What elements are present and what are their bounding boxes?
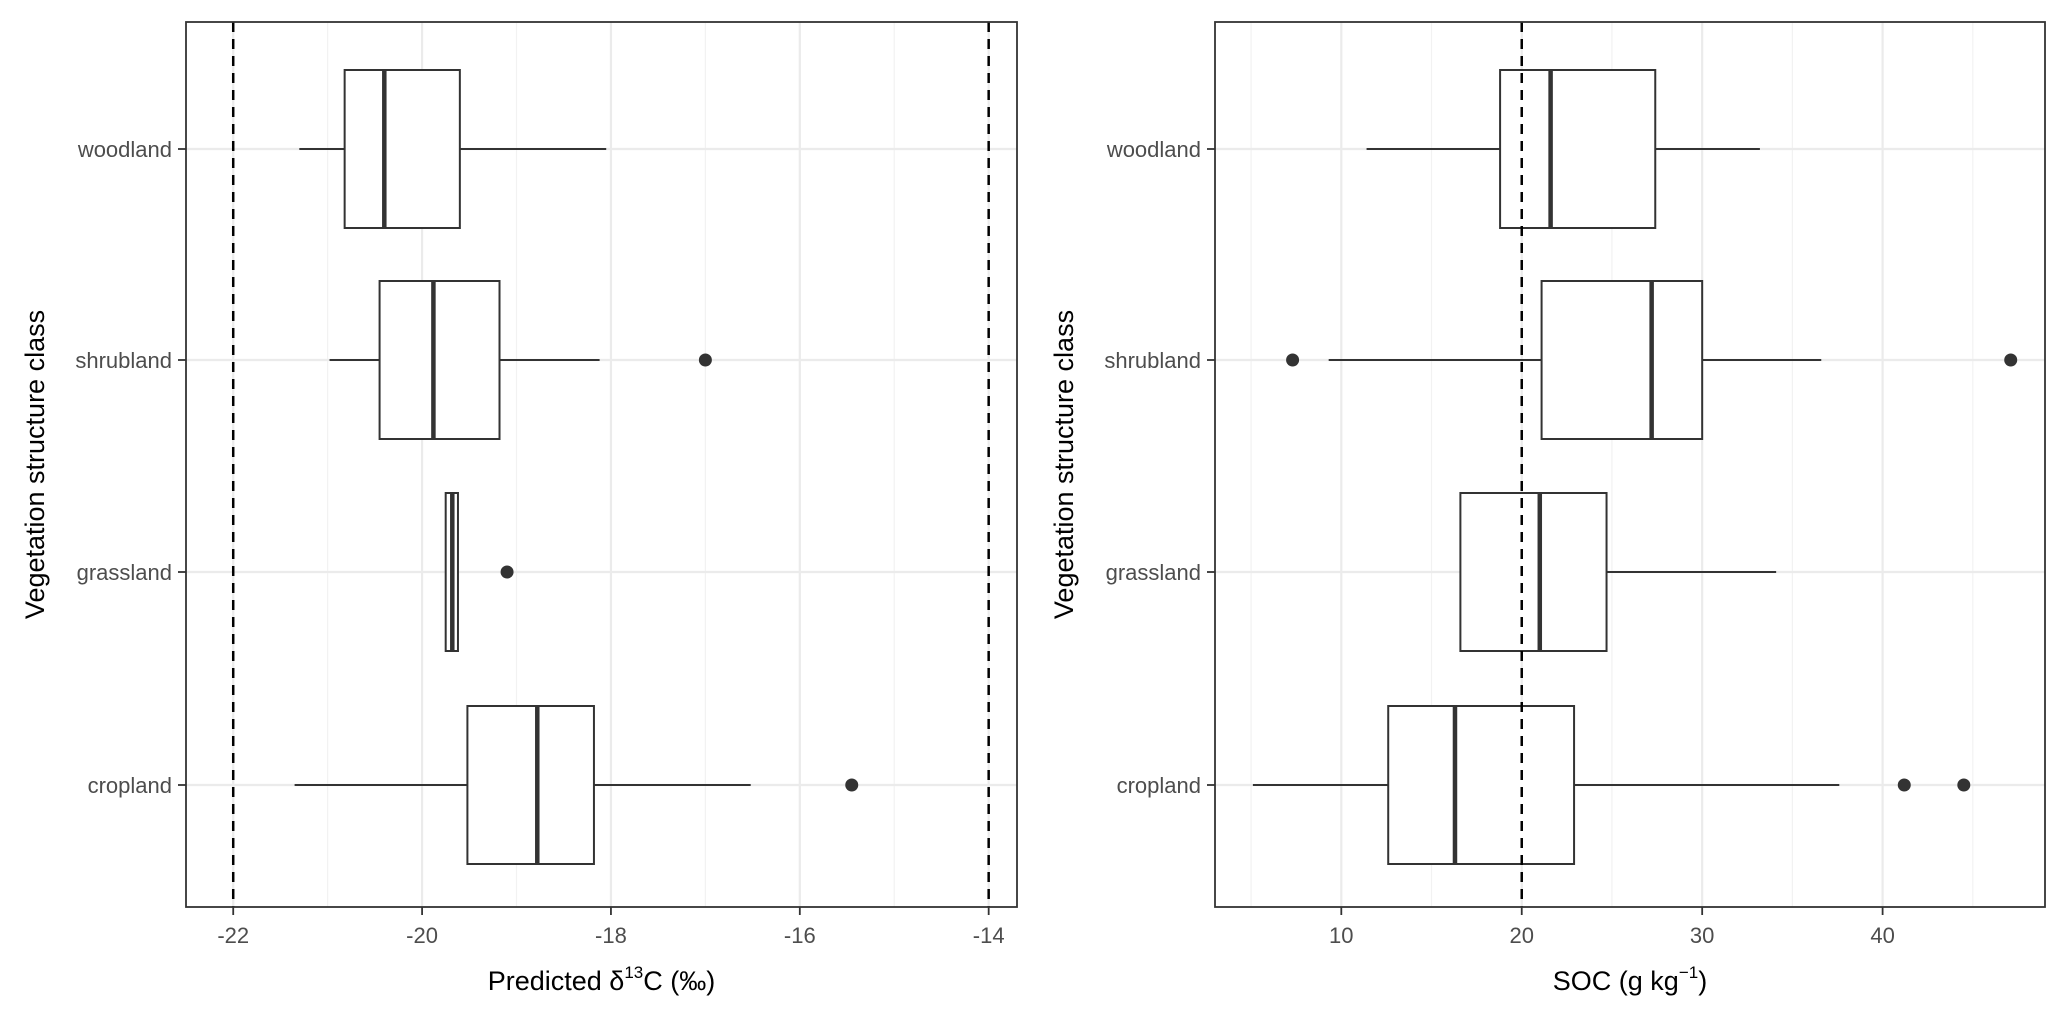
panel-border	[185, 21, 1018, 908]
box-grassland	[444, 492, 514, 652]
box-shrubland	[1286, 280, 2018, 440]
x-tick-label: -20	[406, 923, 438, 948]
box-woodland	[299, 69, 607, 229]
outlier-point	[1897, 778, 1911, 792]
outlier-point	[1286, 353, 1300, 367]
x-tick-label: 40	[1870, 923, 1894, 948]
box-woodland	[1366, 69, 1760, 229]
iqr-box	[1387, 705, 1576, 865]
y-tick-label-grassland: grassland	[1106, 560, 1201, 585]
iqr-box	[1499, 69, 1657, 229]
box-shrubland	[329, 280, 712, 440]
y-tick-label-shrubland: shrubland	[75, 348, 172, 373]
outlier-point	[1957, 778, 1971, 792]
y-tick-label-grassland: grassland	[77, 560, 172, 585]
outlier-point	[698, 353, 712, 367]
y-tick-label-cropland: cropland	[88, 773, 172, 798]
box-cropland	[294, 705, 859, 865]
x-tick-label: -16	[784, 923, 816, 948]
box-grassland	[1459, 492, 1777, 652]
x-tick-label: 10	[1329, 923, 1353, 948]
x-tick-label: -22	[217, 923, 249, 948]
left-panel-delta13c: woodland shrubland grassland cropland -22 -20…	[20, 21, 1018, 996]
x-tick-label: -18	[595, 923, 627, 948]
iqr-box	[1459, 492, 1608, 652]
y-tick-label-shrubland: shrubland	[1104, 348, 1201, 373]
x-axis-title: Predicted δ13C (‰)	[488, 963, 716, 996]
x-tick-label: 30	[1690, 923, 1714, 948]
x-tick-label: -14	[973, 923, 1005, 948]
right-panel-soc: woodland shrubland grassland cropland 10 20 30…	[1049, 21, 2046, 996]
iqr-box	[1540, 280, 1704, 440]
y-tick-label-woodland: woodland	[77, 137, 172, 162]
y-tick-label-cropland: cropland	[1117, 773, 1201, 798]
outlier-point	[2004, 353, 2018, 367]
y-axis-title: Vegetation structure class	[1049, 310, 1079, 619]
iqr-box	[378, 280, 501, 440]
iqr-box	[466, 705, 595, 865]
box-cropland	[1252, 705, 1971, 865]
x-tick-label: 20	[1509, 923, 1533, 948]
x-axis-title: SOC (g kg−1)	[1553, 963, 1707, 996]
outlier-point	[845, 778, 859, 792]
iqr-box	[343, 69, 461, 229]
panel-border	[1214, 21, 2046, 908]
outlier-point	[500, 565, 514, 579]
y-tick-label-woodland: woodland	[1106, 137, 1201, 162]
y-axis-title: Vegetation structure class	[20, 310, 50, 619]
